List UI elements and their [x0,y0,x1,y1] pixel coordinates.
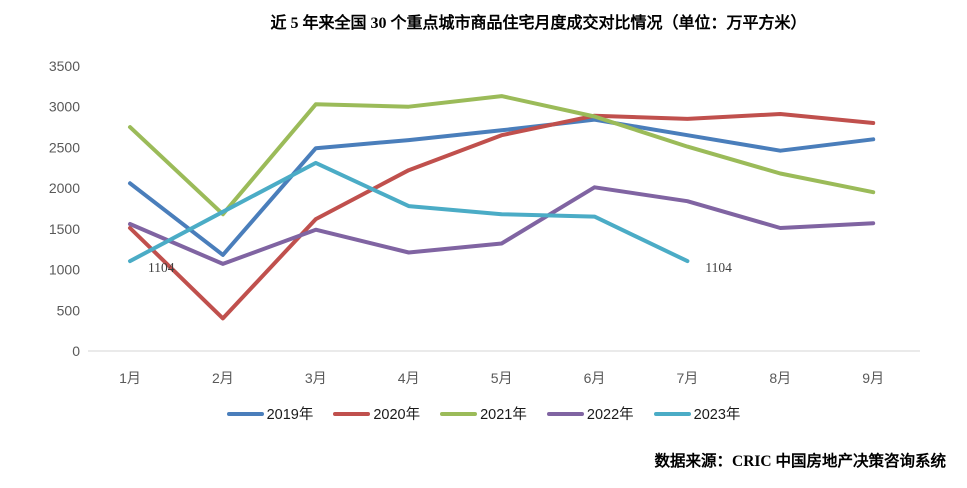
y-tick-label: 1500 [49,221,80,237]
series-line-2023年[interactable] [128,160,690,264]
series-line-2019年[interactable] [128,117,876,257]
legend-label: 2023年 [693,407,741,423]
x-tick-label: 5月 [491,370,513,386]
data-label: 1104 [148,260,175,275]
x-tick-label: 4月 [398,370,420,386]
series-line-2022年[interactable] [128,185,876,266]
legend-label: 2021年 [480,407,527,423]
legend-line-swatch [333,411,371,416]
data-source-label: 数据来源：CRIC 中国房地产决策咨询系统 [654,453,947,470]
legend-line-swatch [546,411,584,416]
legend-label: 2020年 [373,407,421,423]
legend-item-2022年[interactable]: 2022年 [546,403,634,424]
chart-title: 近 5 年来全国 30 个重点城市商品住宅月度成交对比情况（单位：万平方米） [270,15,807,32]
legend-line-swatch [653,411,691,416]
series-line-2021年[interactable] [128,94,876,217]
legend-item-2019年[interactable]: 2019年 [226,403,314,424]
chart-legend: 2019年 2020年 2021年 2022年 2023年 [0,403,967,424]
legend-item-2023年[interactable]: 2023年 [653,403,741,424]
x-tick-label: 3月 [305,370,327,386]
x-tick-label: 6月 [584,370,606,386]
x-tick-label: 1月 [119,370,141,386]
y-tick-label: 3000 [49,99,80,115]
y-tick-label: 500 [57,302,81,318]
data-label: 1104 [705,260,732,275]
y-tick-label: 2500 [49,139,80,155]
x-tick-label: 8月 [769,370,791,386]
x-tick-label: 2月 [212,370,234,386]
legend-line-swatch [226,411,264,416]
y-tick-label: 1000 [49,262,80,278]
series-line-2020年[interactable] [128,112,876,321]
y-tick-label: 3500 [49,58,80,74]
legend-label: 2019年 [266,407,314,423]
legend-label: 2022年 [586,407,634,423]
y-tick-label: 0 [72,343,80,359]
x-tick-label: 7月 [677,370,699,386]
x-tick-label: 9月 [862,370,884,386]
line-chart-canvas: 0 500 1000 1500 2000 2500 3000 3500 1月 2月 3月 4月 5月 6月… [49,58,920,386]
y-tick-label: 2000 [49,180,80,196]
legend-item-2020年[interactable]: 2020年 [333,403,420,424]
legend-line-swatch [440,411,478,416]
legend-item-2021年[interactable]: 2021年 [440,403,527,424]
